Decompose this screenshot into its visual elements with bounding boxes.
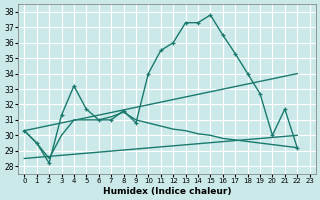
X-axis label: Humidex (Indice chaleur): Humidex (Indice chaleur) — [103, 187, 231, 196]
